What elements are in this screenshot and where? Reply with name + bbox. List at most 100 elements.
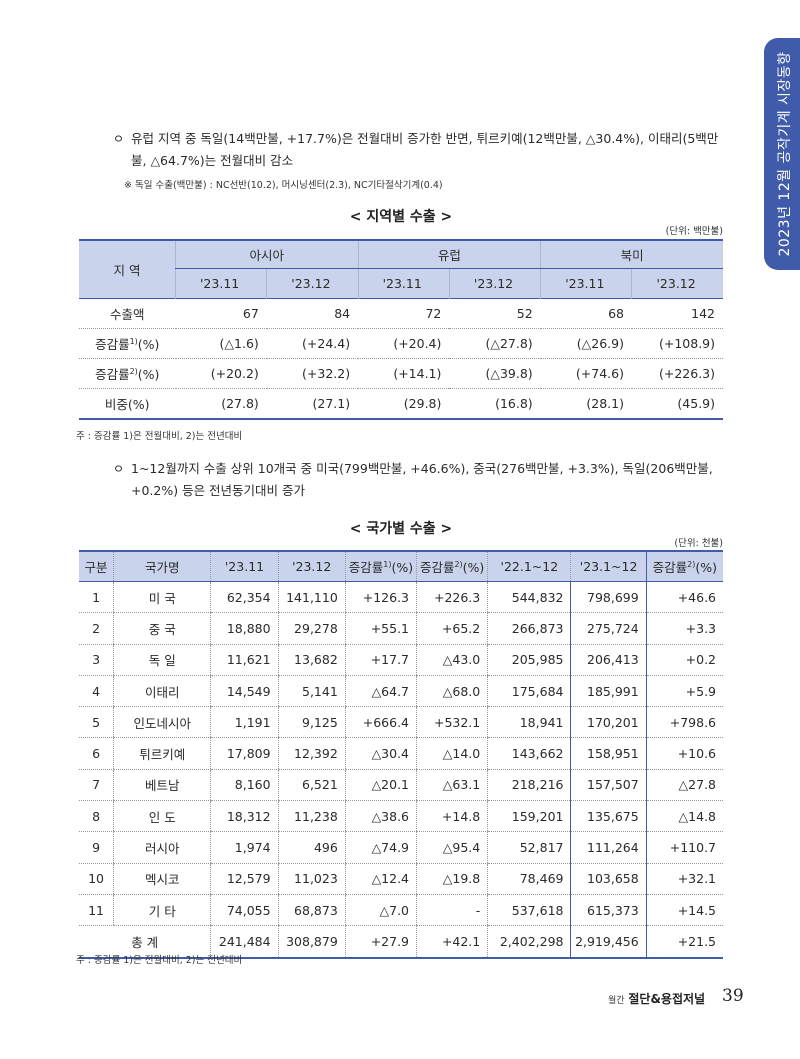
cell: 3: [79, 644, 114, 676]
cell: (+108.9): [631, 328, 723, 359]
cell: 4: [79, 675, 114, 708]
cell: (+74.6): [540, 358, 632, 389]
cell: 6: [79, 737, 114, 770]
cell: (27.1): [266, 388, 359, 420]
cell: 기 타: [113, 894, 211, 927]
table2-unit: (단위: 천불): [674, 538, 723, 549]
cell: 인 도: [113, 800, 211, 833]
cell: 18,941: [487, 706, 571, 739]
cell: 537,618: [487, 894, 571, 927]
cell: 11,621: [210, 644, 279, 676]
period-header: '23.12: [448, 268, 541, 298]
table2-note: 주 : 증감률 1)은 전월대비, 2)는 전년대비: [76, 955, 243, 966]
cell: 308,879: [277, 925, 346, 959]
cell: 205,985: [487, 644, 571, 676]
table-row: 5 인도네시아 1,191 9,125 +666.4 +532.1 18,941 170,20…: [79, 706, 723, 739]
cell: 7: [79, 769, 114, 802]
cell: +10.6: [645, 737, 723, 770]
cell: (△27.8): [449, 328, 541, 359]
cell: 170,201: [570, 706, 647, 739]
table-row: 9 러시아 1,974 496 △74.9 △95.4 52,817 111,264 +110.…: [79, 831, 723, 864]
journal-footer: 월간 절단&용접저널: [608, 990, 705, 1007]
cell: △14.0: [416, 737, 488, 770]
cell: △12.4: [344, 863, 417, 895]
region-asia: 아시아: [175, 239, 359, 269]
cell: 9: [79, 831, 114, 864]
cell: +226.3: [416, 581, 488, 614]
cell: 496: [277, 831, 346, 864]
cell: △27.8: [645, 769, 723, 802]
column-header: '23.12: [277, 550, 346, 582]
cell: 12,579: [210, 863, 279, 895]
cell: △43.0: [416, 644, 488, 676]
cell: 68,873: [277, 894, 346, 927]
cell: +14.5: [645, 894, 723, 927]
cell: 독 일: [113, 644, 211, 676]
cell: 141,110: [277, 581, 346, 614]
row-label: 증감률2)(%): [79, 358, 176, 389]
table-row: 6 튀르키예 17,809 12,392 △30.4 △14.0 143,662 158,95…: [79, 737, 723, 770]
cell: 29,278: [277, 612, 346, 645]
cell: 67: [175, 298, 267, 329]
cell: +0.2: [645, 644, 723, 676]
cell: 9,125: [277, 706, 346, 739]
table-row: 증감률1)(%) (△1.6) (+24.4) (+20.4) (△27.8) …: [79, 328, 723, 359]
cell: 2,402,298: [487, 925, 571, 959]
table1-unit: (단위: 백만불): [665, 226, 723, 237]
total-row: 총 계 241,484 308,879 +27.9 +42.1 2,402,298 2,91…: [79, 925, 723, 959]
cell: △14.8: [645, 800, 723, 833]
period-header: '23.11: [174, 268, 267, 298]
country-export-table: 구분 국가명 '23.11'23.12 증감률1)(%) 증감률2)(%) '22.1~1…: [79, 550, 723, 959]
period-header: '23.12: [266, 268, 359, 298]
table-row: 10 멕시코 12,579 11,023 △12.4 △19.8 78,469 103,658…: [79, 863, 723, 895]
row-label: 비중(%): [79, 388, 176, 420]
cell: 62,354: [210, 581, 279, 614]
cell: 2: [79, 612, 114, 645]
cell: 544,832: [487, 581, 571, 614]
cell: 인도네시아: [113, 706, 211, 739]
cell: 52: [449, 298, 541, 329]
table-row: 4 이태리 14,549 5,141 △64.7 △68.0 175,684 185,991 +…: [79, 675, 723, 708]
side-tab-label: 2023년 12월 공작기계 시장동향: [777, 51, 793, 257]
cell: 157,507: [570, 769, 647, 802]
cell: △95.4: [416, 831, 488, 864]
cell: 11,238: [277, 800, 346, 833]
table1-caption: < 지역별 수출 >: [349, 209, 453, 225]
cell: +110.7: [645, 831, 723, 864]
cell: +42.1: [416, 925, 488, 959]
cell: +532.1: [416, 706, 488, 739]
cell: 10: [79, 863, 114, 895]
region-north-america: 북미: [540, 239, 723, 269]
table-row: 증감률2)(%) (+20.2) (+32.2) (+14.1) (△39.8)…: [79, 358, 723, 389]
cell: (+20.4): [358, 328, 450, 359]
paragraph-europe: ㅇ 유럽 지역 중 독일(14백만불, +17.7%)은 전월대비 증가한 반면…: [113, 128, 733, 172]
period-header: '23.12: [631, 268, 723, 298]
cell: 18,312: [210, 800, 279, 833]
cell: (28.1): [540, 388, 632, 420]
cell: 5,141: [277, 675, 346, 708]
cell: △68.0: [416, 675, 488, 708]
column-header: 증감률2)(%): [416, 550, 488, 582]
cell: △30.4: [344, 737, 417, 770]
cell: 52,817: [487, 831, 571, 864]
cell: (+32.2): [266, 358, 359, 389]
paragraph-europe-text: 유럽 지역 중 독일(14백만불, +17.7%)은 전월대비 증가한 반면, …: [131, 131, 719, 168]
cell: +5.9: [645, 675, 723, 708]
cell: 78,469: [487, 863, 571, 895]
cell: 798,699: [570, 581, 647, 614]
bullet-icon: ㅇ: [113, 132, 125, 146]
cell: +46.6: [645, 581, 723, 614]
column-header: 증감률2)(%): [645, 550, 723, 582]
column-header: '22.1~12: [487, 550, 571, 582]
paragraph-top10-text: 1~12월까지 수출 상위 10개국 중 미국(799백만불, +46.6%),…: [131, 461, 713, 498]
table-row: 11 기 타 74,055 68,873 △7.0-537,618 615,373 +14.…: [79, 894, 723, 927]
cell: (+24.4): [266, 328, 359, 359]
cell: 143,662: [487, 737, 571, 770]
cell: 6,521: [277, 769, 346, 802]
cell: 베트남: [113, 769, 211, 802]
cell: 8: [79, 800, 114, 833]
cell: +14.8: [416, 800, 488, 833]
